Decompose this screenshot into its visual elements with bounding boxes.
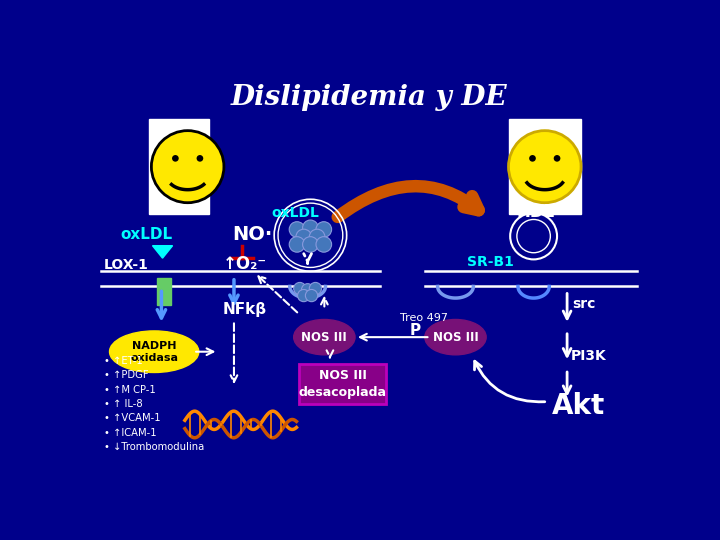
Polygon shape [153,246,173,258]
Text: PI3K: PI3K [571,349,607,363]
Circle shape [302,284,314,296]
Circle shape [289,237,305,252]
FancyBboxPatch shape [148,119,209,214]
Circle shape [296,229,312,245]
Circle shape [197,155,203,161]
Circle shape [310,282,322,295]
Text: NOS III: NOS III [302,330,347,343]
Text: oxLDL: oxLDL [271,206,319,220]
Circle shape [172,155,179,161]
Text: src: src [572,297,596,311]
FancyArrowPatch shape [474,361,545,402]
FancyBboxPatch shape [157,278,171,305]
Ellipse shape [425,320,486,355]
Ellipse shape [109,331,199,373]
Text: HDL: HDL [517,202,555,220]
Text: oxLDL: oxLDL [121,227,173,242]
Text: SR-B1: SR-B1 [467,255,513,269]
Text: NADPH
oxidasa: NADPH oxidasa [130,341,178,363]
Text: NOS III
desacoplada: NOS III desacoplada [299,369,387,399]
Circle shape [302,220,318,235]
FancyBboxPatch shape [508,119,581,214]
Circle shape [554,155,560,161]
Circle shape [305,289,318,302]
Text: NFkβ: NFkβ [222,302,267,318]
Text: P: P [409,323,420,338]
Circle shape [151,131,224,202]
Text: • ↑ET-1
• ↑PDGF
• ↑M CP-1
• ↑ IL-8
• ↑VCAM-1
• ↑ICAM-1
• ↓Trombomodulina: • ↑ET-1 • ↑PDGF • ↑M CP-1 • ↑ IL-8 • ↑VC… [104,356,204,453]
Circle shape [302,237,318,252]
Circle shape [316,222,332,237]
Text: Treo 497: Treo 497 [400,313,448,322]
Circle shape [297,289,310,302]
Text: NOS III: NOS III [433,330,478,343]
FancyBboxPatch shape [300,364,386,404]
Text: Akt: Akt [552,392,606,420]
Circle shape [310,229,325,245]
Text: Dislipidemia y DE: Dislipidemia y DE [230,84,508,111]
Circle shape [289,222,305,237]
Circle shape [529,155,536,161]
Text: LOX-1: LOX-1 [104,258,149,272]
Text: NO·: NO· [233,225,273,244]
Circle shape [508,131,581,202]
Circle shape [316,237,332,252]
Ellipse shape [294,320,355,355]
FancyArrowPatch shape [338,186,479,217]
Text: ↑O₂⁻: ↑O₂⁻ [222,255,267,273]
Circle shape [294,282,306,295]
